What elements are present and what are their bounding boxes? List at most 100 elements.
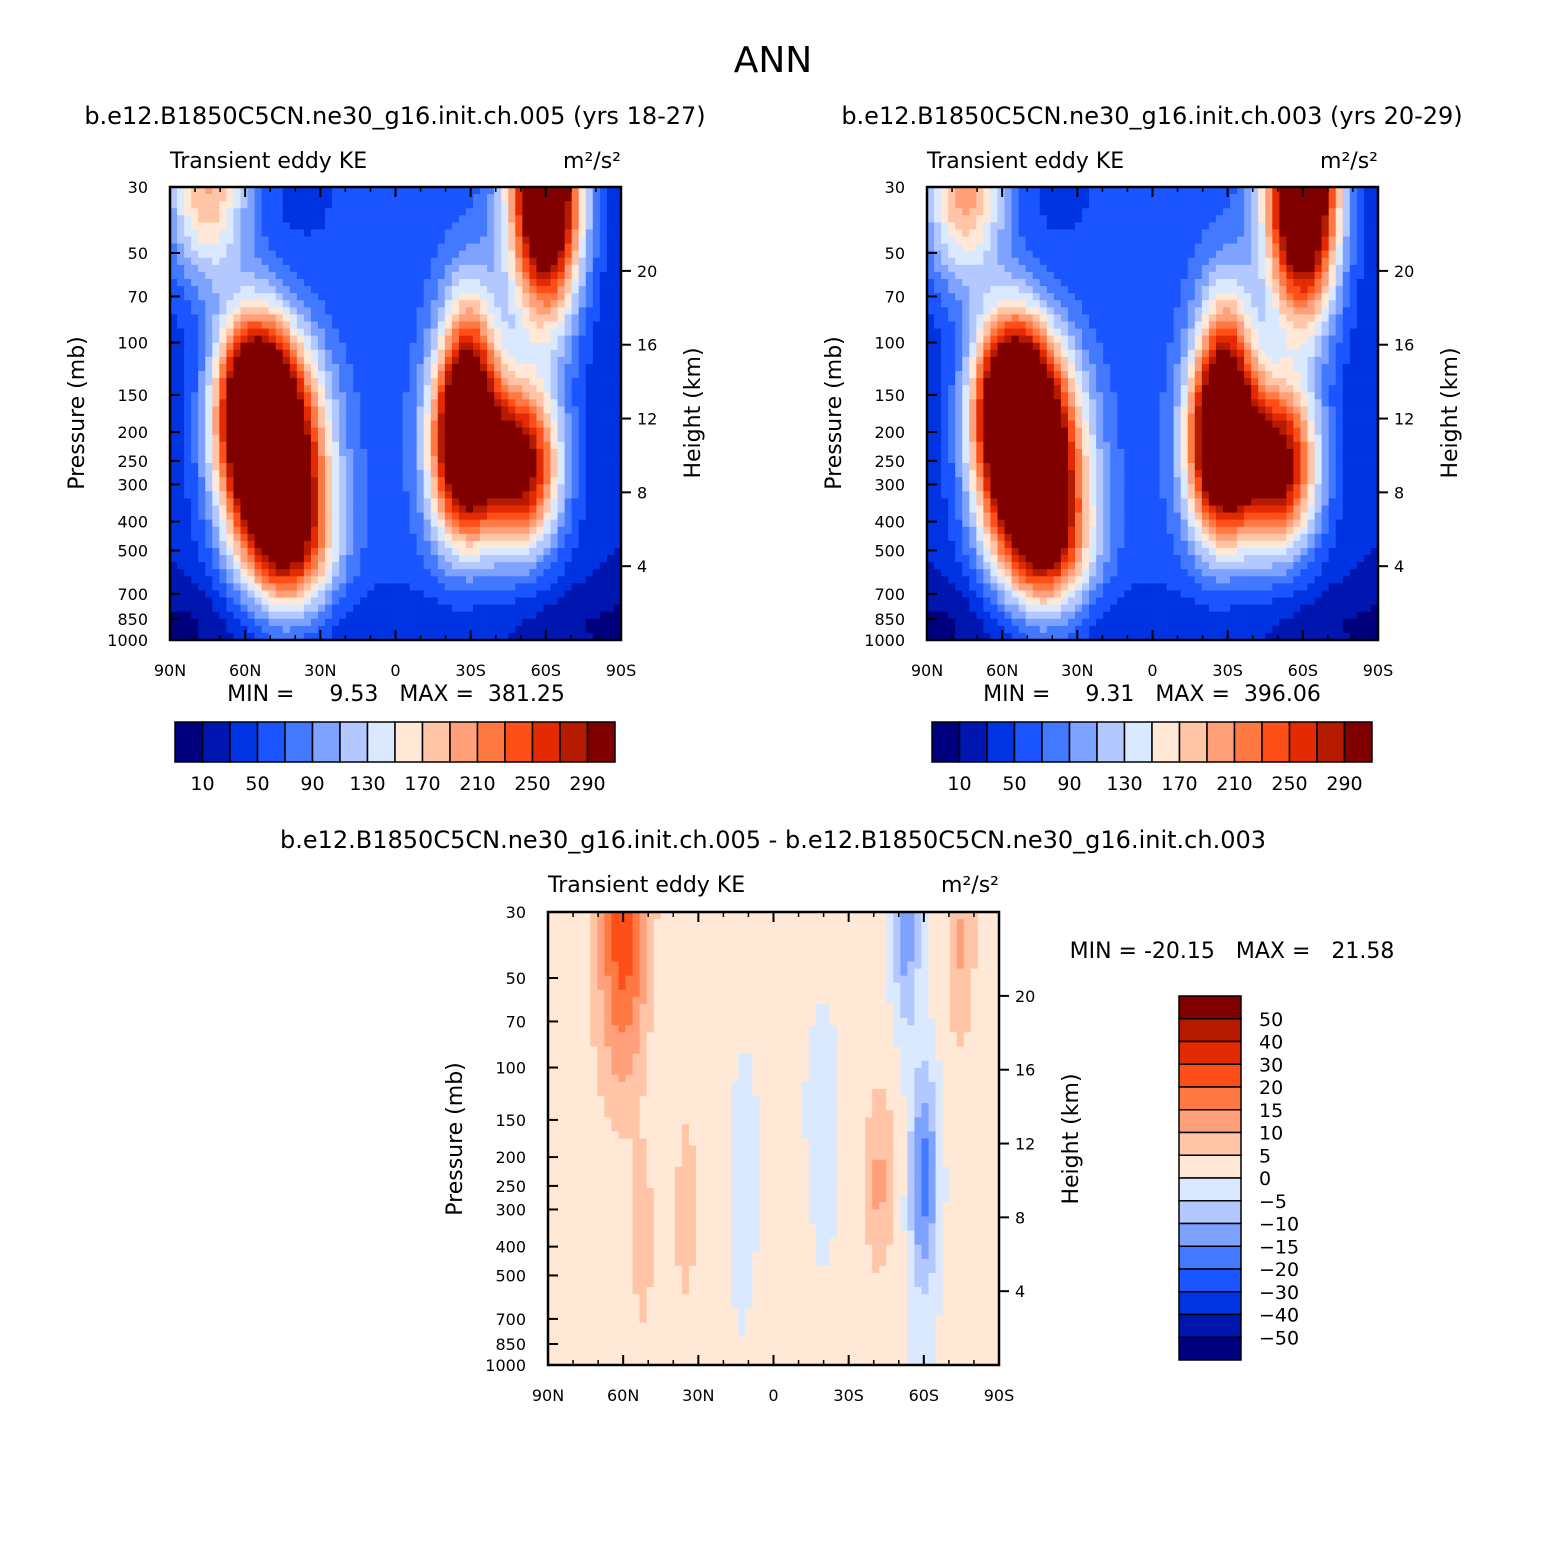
heatmap-cell	[409, 540, 418, 549]
heatmap-cell	[494, 434, 502, 443]
heatmap-cell	[353, 264, 361, 273]
heatmap-cell	[346, 533, 354, 542]
heatmap-cell	[494, 201, 502, 209]
heatmap-cell	[465, 286, 474, 294]
heatmap-cell	[613, 243, 622, 252]
heatmap-cell	[226, 300, 235, 308]
heatmap-cell	[927, 222, 935, 231]
heatmap-cell	[465, 328, 474, 337]
heatmap-cell	[310, 484, 319, 492]
heatmap-cell	[240, 406, 249, 415]
heatmap-cell	[1060, 208, 1069, 216]
heatmap-cell	[346, 307, 354, 316]
heatmap-cell	[1138, 264, 1147, 273]
x-tick-label: 60S	[531, 661, 562, 680]
heatmap-cell	[367, 300, 375, 308]
heatmap-cell	[170, 512, 178, 521]
heatmap-cell	[585, 271, 594, 280]
heatmap-cell	[282, 257, 291, 266]
heatmap-cell	[1321, 236, 1330, 245]
heatmap-cell	[557, 279, 566, 287]
heatmap-cell	[451, 215, 460, 223]
heatmap-cell	[219, 328, 227, 337]
heatmap-cell	[1110, 250, 1118, 259]
heatmap-cell	[374, 555, 383, 563]
heatmap-cell	[473, 618, 481, 627]
heatmap-cell	[395, 420, 404, 429]
heatmap-cell	[212, 229, 220, 238]
heatmap-cell	[416, 321, 425, 330]
heatmap-cell	[212, 604, 220, 613]
heatmap-cell	[613, 477, 622, 485]
heatmap-cell	[191, 427, 199, 436]
heatmap-cell	[458, 349, 467, 358]
heatmap-cell	[409, 611, 418, 620]
heatmap-cell	[480, 618, 488, 627]
heatmap-cell	[261, 569, 270, 577]
heatmap-cell	[487, 477, 495, 485]
heatmap-cell	[332, 583, 340, 592]
heatmap-cell	[1300, 222, 1309, 231]
heatmap-cell	[416, 413, 425, 422]
colorbar-swatch	[394, 721, 424, 763]
heatmap-cell	[543, 300, 552, 308]
heatmap-cell	[247, 399, 256, 408]
heatmap-cell	[941, 250, 949, 259]
heatmap-cell	[1011, 187, 1020, 195]
heatmap-cell	[522, 420, 530, 429]
heatmap-cell	[941, 236, 949, 245]
colorbar-label: 10	[190, 773, 214, 795]
heatmap-cell	[585, 279, 594, 287]
heatmap-cell	[487, 555, 495, 563]
heatmap-cell	[332, 477, 340, 485]
heatmap-cell	[374, 279, 383, 287]
heatmap-cell	[247, 371, 256, 379]
heatmap-cell	[1293, 264, 1302, 273]
heatmap-cell	[317, 257, 326, 266]
heatmap-cell	[226, 314, 235, 323]
heatmap-cell	[325, 215, 333, 223]
heatmap-cell	[170, 455, 178, 464]
heatmap-cell	[317, 555, 326, 563]
heatmap-cell	[170, 307, 178, 316]
heatmap-cell	[465, 314, 474, 323]
heatmap-cell	[522, 392, 530, 400]
heatmap-cell	[247, 363, 256, 372]
heatmap-cell	[458, 463, 467, 471]
heatmap-cell	[606, 576, 615, 584]
heatmap-cell	[353, 455, 361, 464]
heatmap-cell	[480, 491, 488, 500]
heatmap-cell	[374, 484, 383, 492]
heatmap-cell	[613, 406, 622, 415]
heatmap-cell	[529, 321, 538, 330]
heatmap-cell	[381, 328, 390, 337]
heatmap-cell	[395, 342, 404, 351]
heatmap-cell	[205, 463, 213, 471]
heatmap-cell	[606, 378, 615, 386]
heatmap-cell	[1265, 264, 1273, 273]
heatmap-cell	[437, 314, 446, 323]
heatmap-cell	[409, 455, 418, 464]
heatmap-cell	[219, 632, 227, 641]
heatmap-cell	[317, 356, 326, 365]
heatmap-cell	[508, 314, 516, 323]
heatmap-cell	[522, 477, 530, 485]
heatmap-cell	[409, 470, 418, 478]
heatmap-cell	[1230, 243, 1238, 252]
heatmap-cell	[606, 279, 615, 287]
heatmap-cell	[1039, 187, 1048, 195]
heatmap-cell	[240, 314, 249, 323]
heatmap-cell	[184, 413, 192, 422]
heatmap-cell	[296, 378, 305, 386]
heatmap-cell	[402, 455, 411, 464]
heatmap-cell	[458, 236, 467, 245]
heatmap-cell	[296, 625, 305, 634]
heatmap-cell	[303, 583, 312, 592]
colorbar-swatch	[366, 721, 396, 763]
heatmap-cell	[536, 448, 545, 457]
heatmap-cell	[529, 555, 538, 563]
heatmap-cell	[388, 293, 397, 301]
heatmap-cell	[346, 279, 354, 287]
heatmap-cell	[1187, 222, 1196, 231]
heatmap-cell	[205, 314, 213, 323]
